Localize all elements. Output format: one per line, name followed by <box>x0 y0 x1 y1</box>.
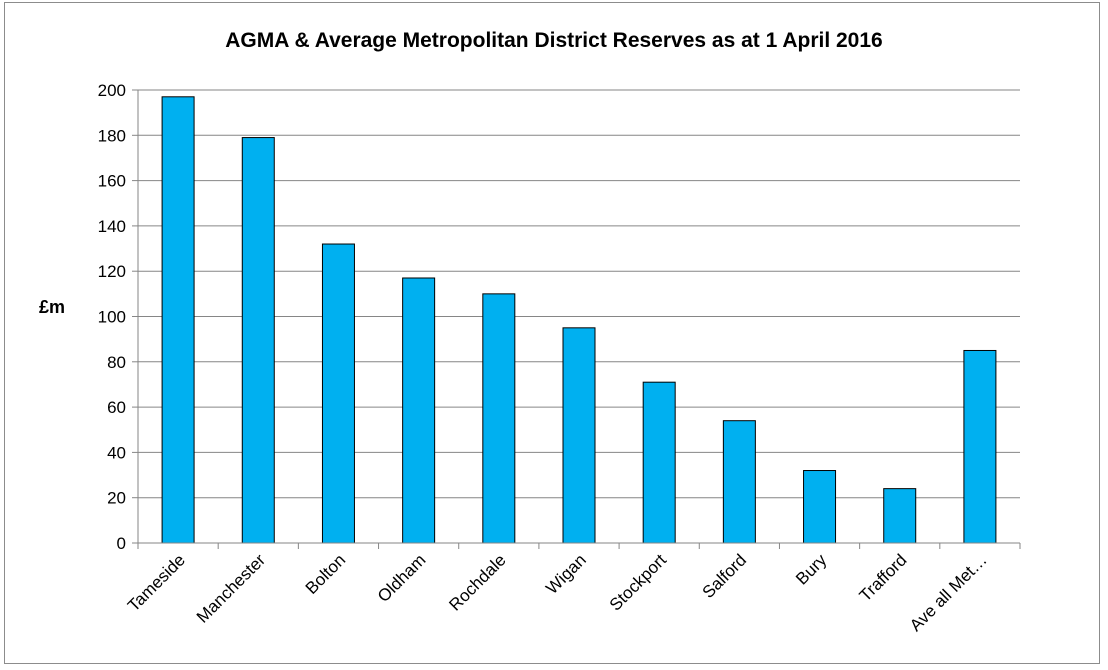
bar-wigan <box>562 327 596 544</box>
bar-rochdale <box>482 293 516 544</box>
x-tick-label: Salford <box>699 550 751 602</box>
y-tick-label: 60 <box>107 398 126 417</box>
bar-oldham <box>402 277 436 544</box>
axes <box>132 89 1021 549</box>
bar-salford <box>722 420 756 544</box>
y-tick-label: 200 <box>98 81 126 100</box>
bar-bury <box>803 470 837 544</box>
x-tick-label: Ave all Met… <box>906 550 991 635</box>
x-tick-label: Bury <box>792 550 831 589</box>
chart-title: AGMA & Average Metropolitan District Res… <box>225 29 882 52</box>
y-tick-label: 120 <box>98 262 126 281</box>
bar-tameside <box>161 96 195 544</box>
x-tick-label: Oldham <box>374 550 430 606</box>
x-tick-label: Wigan <box>542 550 590 598</box>
x-tick-label: Manchester <box>193 550 269 626</box>
y-tick-label: 160 <box>98 172 126 191</box>
x-tick-label: Tameside <box>124 550 189 615</box>
y-axis-label: £m <box>39 297 65 317</box>
bars <box>161 96 997 544</box>
y-tick-label: 140 <box>98 217 126 236</box>
y-tick-label: 100 <box>98 308 126 327</box>
y-tick-label: 0 <box>117 534 126 553</box>
bar-stockport <box>642 381 676 544</box>
bar-trafford <box>883 488 917 544</box>
gridlines <box>138 89 1020 499</box>
x-tick-label: Stockport <box>606 550 670 614</box>
y-tick-label: 20 <box>107 489 126 508</box>
y-tick-label: 80 <box>107 353 126 372</box>
bar-bolton <box>321 243 355 544</box>
bar-manchester <box>241 137 275 544</box>
y-tick-label: 180 <box>98 126 126 145</box>
bar-ave-all-met <box>963 349 997 544</box>
x-tick-label: Trafford <box>856 550 911 605</box>
x-tick-labels: Tameside Manchester Bolton Oldham Rochdale Wi… <box>124 550 991 635</box>
y-tick-label: 40 <box>107 443 126 462</box>
y-tick-labels: 0 20 40 60 80 100 120 140 160 180 200 <box>98 81 126 553</box>
x-tick-label: Rochdale <box>445 550 509 614</box>
x-tick-label: Bolton <box>302 550 350 598</box>
